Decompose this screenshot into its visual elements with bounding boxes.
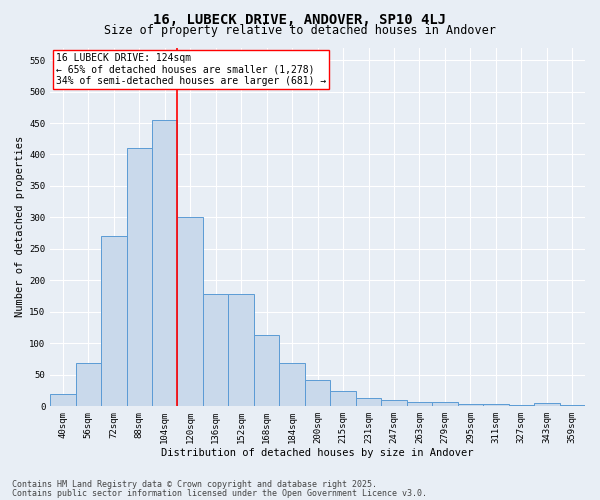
Bar: [560, 405, 585, 406]
Bar: [331, 391, 356, 406]
Bar: [509, 405, 534, 406]
X-axis label: Distribution of detached houses by size in Andover: Distribution of detached houses by size …: [161, 448, 474, 458]
Bar: [178, 218, 203, 406]
Bar: [407, 402, 432, 406]
Bar: [483, 404, 509, 406]
Bar: [381, 400, 407, 406]
Bar: [101, 236, 127, 406]
Text: 16, LUBECK DRIVE, ANDOVER, SP10 4LJ: 16, LUBECK DRIVE, ANDOVER, SP10 4LJ: [154, 12, 446, 26]
Bar: [203, 294, 229, 406]
Bar: [76, 364, 101, 406]
Bar: [280, 364, 305, 406]
Bar: [229, 294, 254, 406]
Bar: [50, 394, 76, 406]
Bar: [127, 148, 152, 406]
Bar: [254, 335, 280, 406]
Bar: [305, 380, 331, 406]
Bar: [534, 403, 560, 406]
Text: Contains HM Land Registry data © Crown copyright and database right 2025.: Contains HM Land Registry data © Crown c…: [12, 480, 377, 489]
Text: Size of property relative to detached houses in Andover: Size of property relative to detached ho…: [104, 24, 496, 37]
Text: 16 LUBECK DRIVE: 124sqm
← 65% of detached houses are smaller (1,278)
34% of semi: 16 LUBECK DRIVE: 124sqm ← 65% of detache…: [56, 53, 326, 86]
Bar: [432, 402, 458, 406]
Y-axis label: Number of detached properties: Number of detached properties: [15, 136, 25, 318]
Bar: [458, 404, 483, 406]
Bar: [152, 120, 178, 406]
Bar: [356, 398, 381, 406]
Text: Contains public sector information licensed under the Open Government Licence v3: Contains public sector information licen…: [12, 488, 427, 498]
